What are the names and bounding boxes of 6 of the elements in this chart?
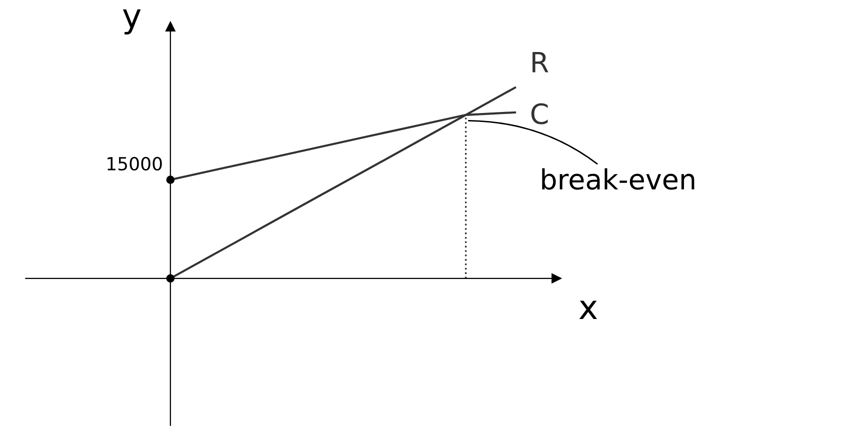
annotation: 15000: [108, 156, 162, 171]
series-label: R: [532, 52, 548, 72]
text: break-even: [542, 168, 694, 190]
y-axis-title: y: [122, 9, 141, 35]
x-axis-title: x: [579, 300, 598, 320]
series-label: C: [531, 103, 548, 124]
